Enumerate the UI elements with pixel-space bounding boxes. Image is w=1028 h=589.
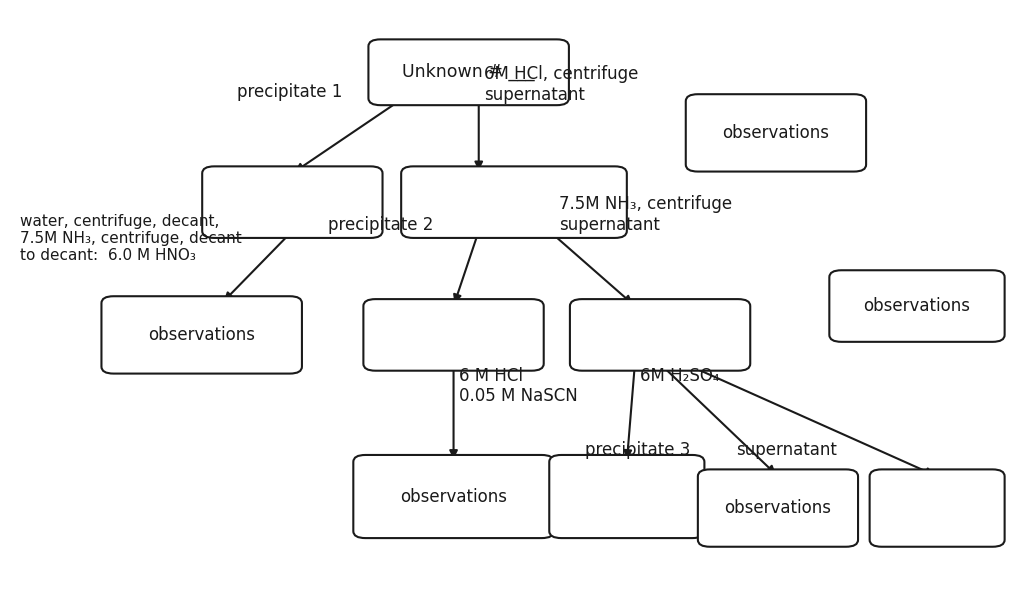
Text: supernatant: supernatant [736, 441, 837, 459]
FancyBboxPatch shape [401, 166, 627, 238]
Text: water, centrifuge, decant,
7.5M NH₃, centrifuge, decant
to decant:  6.0 M HNO₃: water, centrifuge, decant, 7.5M NH₃, cen… [21, 214, 243, 263]
FancyBboxPatch shape [870, 469, 1004, 547]
FancyBboxPatch shape [354, 455, 554, 538]
FancyBboxPatch shape [203, 166, 382, 238]
FancyBboxPatch shape [363, 299, 544, 370]
Text: Unknown # ___: Unknown # ___ [402, 63, 535, 81]
Text: 6M H₂SO₄: 6M H₂SO₄ [639, 366, 720, 385]
Text: observations: observations [723, 124, 830, 142]
FancyBboxPatch shape [686, 94, 867, 171]
FancyBboxPatch shape [830, 270, 1004, 342]
FancyBboxPatch shape [368, 39, 568, 105]
Text: observations: observations [725, 499, 832, 517]
FancyBboxPatch shape [549, 455, 704, 538]
FancyBboxPatch shape [102, 296, 302, 373]
Text: observations: observations [148, 326, 255, 344]
FancyBboxPatch shape [570, 299, 750, 370]
FancyBboxPatch shape [698, 469, 858, 547]
Text: 6M HCl, centrifuge
supernatant: 6M HCl, centrifuge supernatant [484, 65, 638, 104]
Text: precipitate 2: precipitate 2 [328, 216, 434, 234]
Text: precipitate 3: precipitate 3 [585, 441, 690, 459]
Text: observations: observations [400, 488, 507, 505]
Text: observations: observations [864, 297, 970, 315]
Text: 7.5M NH₃, centrifuge
supernatant: 7.5M NH₃, centrifuge supernatant [559, 195, 733, 234]
Text: 6 M HCl
0.05 M NaSCN: 6 M HCl 0.05 M NaSCN [458, 366, 578, 405]
Text: precipitate 1: precipitate 1 [237, 83, 342, 101]
